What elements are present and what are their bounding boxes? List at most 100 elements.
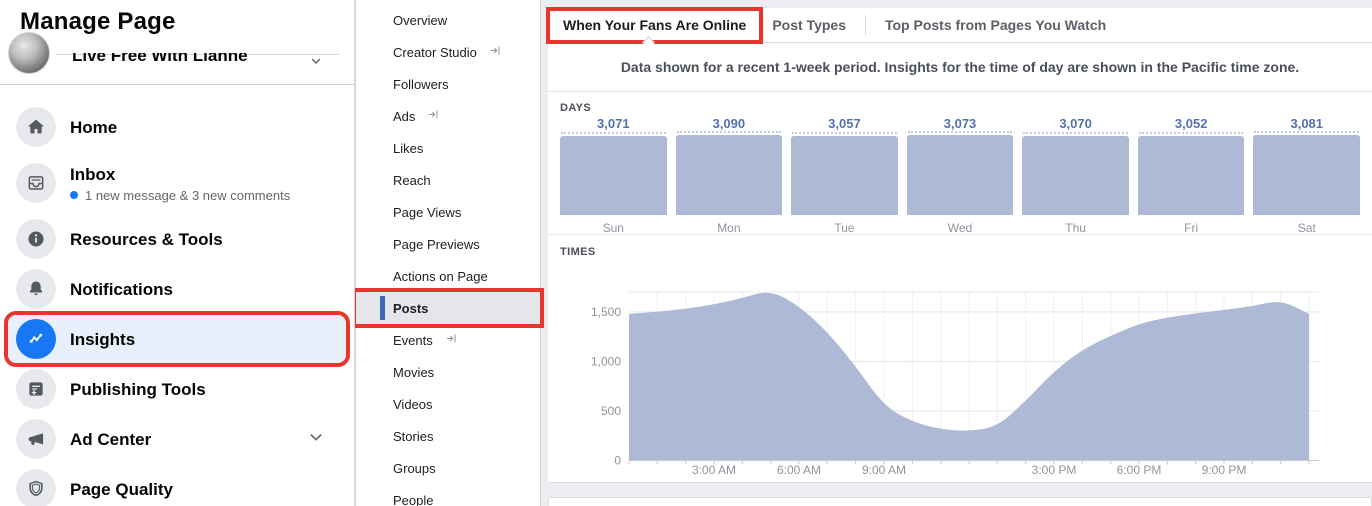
insights-icon-circle — [16, 319, 56, 359]
bar-value-label: 3,090 — [712, 116, 746, 131]
bar-track — [791, 131, 898, 215]
sidebar-item-insights[interactable]: Insights — [4, 311, 350, 367]
bar[interactable] — [1253, 131, 1361, 215]
sidebar-item-notifications[interactable]: Notifications — [8, 265, 346, 313]
sidebar-item-label: Inbox — [70, 164, 116, 184]
insights-nav-item-movies[interactable]: Movies — [356, 356, 540, 388]
day-bar-sun[interactable]: 3,071 Sun — [560, 116, 667, 235]
insights-nav-item-videos[interactable]: Videos — [356, 388, 540, 420]
y-tick-label: 1,000 — [591, 354, 621, 368]
nav-item-label: Reach — [393, 172, 431, 188]
day-bar-sat[interactable]: 3,081 Sat — [1253, 116, 1361, 235]
day-label: Mon — [717, 221, 741, 235]
home-icon-circle — [16, 107, 56, 147]
bar-track — [675, 131, 783, 215]
bar[interactable] — [791, 131, 898, 215]
insights-nav-item-likes[interactable]: Likes — [356, 132, 540, 164]
day-bar-thu[interactable]: 3,070 Thu — [1022, 116, 1129, 235]
unread-dot — [70, 191, 78, 199]
page-switcher-caret-icon[interactable] — [310, 54, 322, 72]
insights-nav-item-overview[interactable]: Overview — [356, 4, 540, 36]
bar-value-label: 3,081 — [1290, 116, 1324, 131]
insights-nav-item-actions-on-page[interactable]: Actions on Page — [356, 260, 540, 292]
sidebar-item-label: Publishing Tools — [70, 379, 206, 399]
day-bar-fri[interactable]: 3,052 Fri — [1137, 116, 1245, 235]
sidebar-item-resources-tools[interactable]: Resources & Tools — [8, 215, 346, 263]
x-tick-label: 6:00 PM — [1117, 463, 1162, 477]
nav-item-label: Creator Studio — [393, 44, 477, 60]
insights-nav-item-posts[interactable]: Posts — [352, 288, 544, 328]
day-label: Sat — [1297, 221, 1316, 235]
bar-value-label: 3,071 — [597, 116, 630, 131]
sidebar-divider — [0, 84, 354, 85]
bar[interactable] — [906, 131, 1014, 215]
sidebar-menu: Home Inbox 1 new message & 3 new comments R… — [0, 85, 354, 506]
nav-item-label: Stories — [393, 428, 434, 444]
day-bar-wed[interactable]: 3,073 Wed — [906, 116, 1014, 235]
sidebar-item-page-quality[interactable]: Page Quality — [8, 465, 346, 506]
bar-value-label: 3,052 — [1174, 116, 1208, 131]
tab-separator — [864, 15, 866, 35]
publishing-icon — [29, 382, 43, 396]
sidebar-item-label: Insights — [70, 329, 136, 349]
nav-item-label: Overview — [393, 12, 448, 28]
inbox-badge: 1 new message & 3 new comments — [70, 188, 290, 203]
sidebar-item-inbox[interactable]: Inbox 1 new message & 3 new comments — [8, 153, 346, 213]
sidebar-item-label: Home — [70, 117, 118, 137]
times-area-chart: 0 500 1,000 1,500 3:00 AM 6:00 AM 9:00 AM 3:00 … — [591, 291, 1319, 477]
nav-item-label: Actions on Page — [393, 268, 488, 284]
megaphone-icon-circle — [16, 419, 56, 459]
sidebar-item-home[interactable]: Home — [8, 103, 346, 151]
sidebar-item-label: Ad Center — [70, 429, 152, 449]
insights-nav-item-page-views[interactable]: Page Views — [356, 196, 540, 228]
home-icon — [28, 119, 44, 134]
insights-nav-item-creator-studio[interactable]: Creator Studio — [356, 36, 540, 68]
info-icon-circle — [16, 219, 56, 259]
nav-item-label: People — [393, 492, 434, 506]
insights-nav: Overview Creator Studio Followers Ads Likes R… — [352, 0, 544, 506]
sidebar-item-ad-center[interactable]: Ad Center — [8, 415, 346, 463]
external-icon — [490, 46, 500, 55]
insights-nav-item-followers[interactable]: Followers — [356, 68, 540, 100]
insights-nav-item-events[interactable]: Events — [356, 324, 540, 356]
bar[interactable] — [1137, 132, 1245, 215]
sidebar-item-publishing-tools[interactable]: Publishing Tools — [8, 365, 346, 413]
tab-top-posts-from-pages-you-watch[interactable]: Top Posts from Pages You Watch — [884, 17, 1107, 33]
insights-nav-item-reach[interactable]: Reach — [356, 164, 540, 196]
fans-online-card: When Your Fans Are Online Post Types Top P… — [545, 6, 1372, 483]
next-card-top — [548, 497, 1372, 506]
page-avatar[interactable] — [8, 32, 50, 74]
times-chart-section: TIMES 0 500 1,000 1,500 3:00 AM 6:00 AM 9:00 A… — [548, 235, 1372, 482]
tab-post-types[interactable]: Post Types — [772, 17, 846, 33]
info-icon — [28, 231, 44, 247]
nav-item-label: Posts — [393, 300, 429, 316]
insights-nav-item-ads[interactable]: Ads — [356, 100, 540, 132]
shield-icon-circle — [16, 469, 56, 506]
day-bar-mon[interactable]: 3,090 Mon — [675, 116, 783, 235]
insights-nav-item-people[interactable]: People — [356, 484, 540, 506]
bar[interactable] — [560, 131, 667, 215]
chevron-down-icon[interactable] — [308, 429, 324, 450]
posts-tabbar: When Your Fans Are Online Post Types Top P… — [545, 6, 1372, 44]
tab-when-your-fans-are-online[interactable]: When Your Fans Are Online — [545, 6, 764, 44]
day-bar-tue[interactable]: 3,057 Tue — [791, 116, 898, 235]
bar-track — [906, 131, 1014, 215]
insights-icon — [29, 333, 43, 343]
bar[interactable] — [1022, 131, 1129, 215]
bar[interactable] — [675, 131, 783, 215]
nav-item-label: Likes — [393, 140, 424, 156]
insights-nav-item-stories[interactable]: Stories — [356, 420, 540, 452]
day-label: Sun — [602, 221, 624, 235]
page-title: Manage Page — [20, 8, 176, 35]
timezone-note: Data shown for a recent 1-week period. I… — [620, 59, 1300, 75]
insights-nav-item-groups[interactable]: Groups — [356, 452, 540, 484]
insights-nav-item-page-previews[interactable]: Page Previews — [356, 228, 540, 260]
current-page-row[interactable]: Live Free With Lianne — [0, 30, 354, 76]
nav-item-label: Ads — [393, 108, 416, 124]
x-tick-label: 6:00 AM — [777, 463, 821, 477]
external-icon — [429, 110, 438, 119]
timezone-note-row: Data shown for a recent 1-week period. I… — [548, 36, 1372, 92]
times-chart-title: TIMES — [560, 246, 596, 258]
nav-item-label: Videos — [393, 396, 433, 412]
times-area-series[interactable] — [629, 292, 1309, 461]
